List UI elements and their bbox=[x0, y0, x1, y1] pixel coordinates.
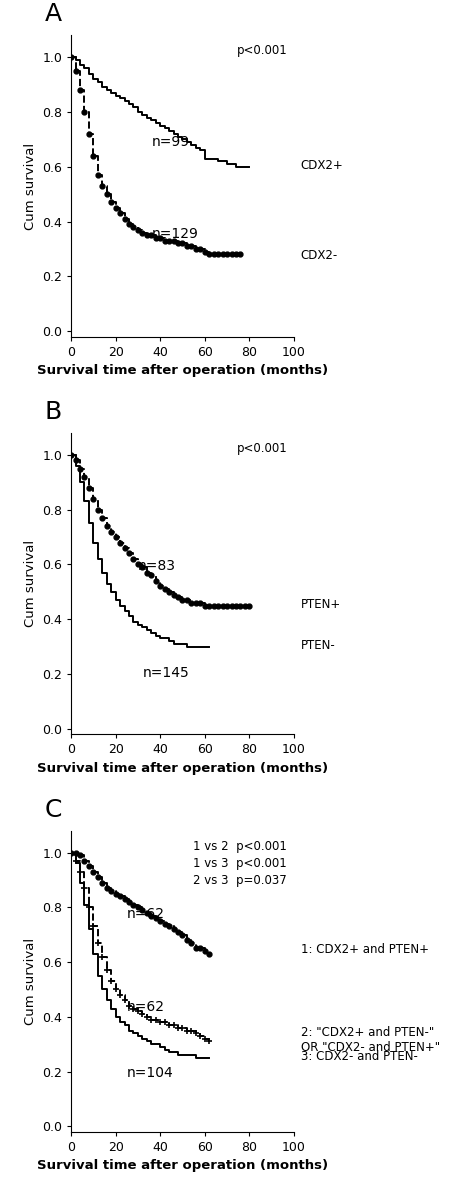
Text: n=62: n=62 bbox=[127, 1000, 165, 1014]
Text: PTEN+: PTEN+ bbox=[301, 598, 341, 611]
Y-axis label: Cum survival: Cum survival bbox=[24, 937, 36, 1025]
Text: B: B bbox=[45, 400, 62, 424]
Text: n=145: n=145 bbox=[142, 666, 189, 679]
Text: n=83: n=83 bbox=[138, 559, 176, 573]
X-axis label: Survival time after operation (months): Survival time after operation (months) bbox=[37, 762, 328, 775]
Text: PTEN-: PTEN- bbox=[301, 639, 336, 652]
Y-axis label: Cum survival: Cum survival bbox=[24, 143, 36, 230]
Text: CDX2+: CDX2+ bbox=[301, 159, 344, 172]
Text: n=129: n=129 bbox=[151, 226, 198, 241]
Text: n=62: n=62 bbox=[127, 907, 165, 921]
Text: n=99: n=99 bbox=[151, 136, 190, 150]
Text: 2: "CDX2+ and PTEN-"
OR "CDX2- and PTEN+": 2: "CDX2+ and PTEN-" OR "CDX2- and PTEN+… bbox=[301, 1026, 440, 1054]
Text: p<0.001: p<0.001 bbox=[237, 45, 287, 58]
Text: C: C bbox=[45, 797, 62, 822]
Text: 1 vs 2  p<0.001
1 vs 3  p<0.001
2 vs 3  p=0.037: 1 vs 2 p<0.001 1 vs 3 p<0.001 2 vs 3 p=0… bbox=[193, 839, 287, 887]
Text: 3: CDX2- and PTEN-: 3: CDX2- and PTEN- bbox=[301, 1050, 418, 1063]
X-axis label: Survival time after operation (months): Survival time after operation (months) bbox=[37, 1159, 328, 1172]
Text: CDX2-: CDX2- bbox=[301, 249, 338, 262]
Text: p<0.001: p<0.001 bbox=[237, 442, 287, 455]
X-axis label: Survival time after operation (months): Survival time after operation (months) bbox=[37, 364, 328, 377]
Text: 1: CDX2+ and PTEN+: 1: CDX2+ and PTEN+ bbox=[301, 943, 429, 956]
Text: A: A bbox=[45, 2, 62, 26]
Text: n=104: n=104 bbox=[127, 1066, 173, 1080]
Y-axis label: Cum survival: Cum survival bbox=[24, 540, 36, 627]
